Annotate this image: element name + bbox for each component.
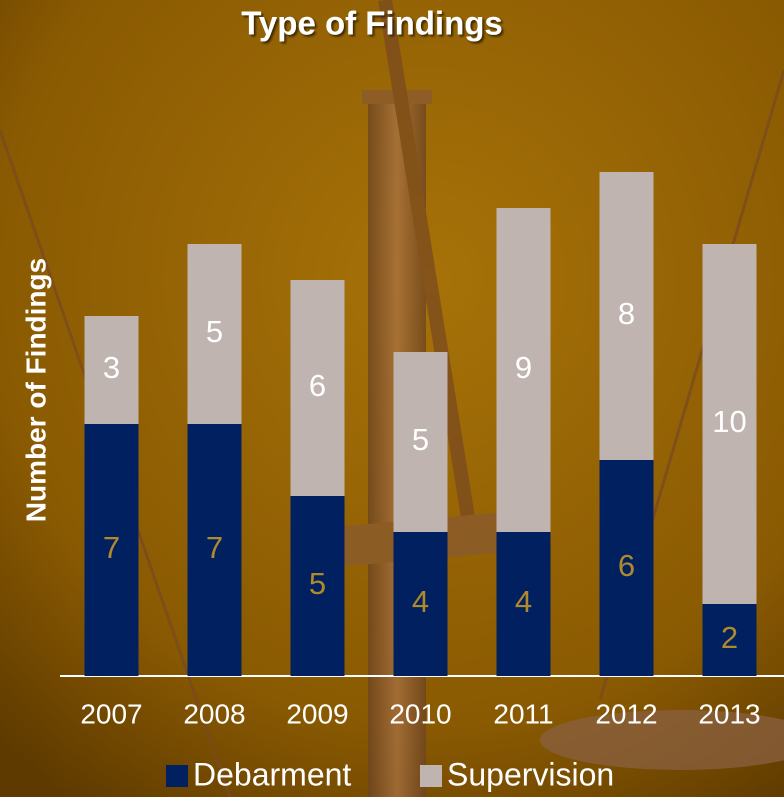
value-label: 2 xyxy=(721,620,738,655)
bar-segment xyxy=(290,280,345,496)
value-label: 8 xyxy=(618,296,635,331)
bar-segment xyxy=(290,496,345,676)
x-tick-label: 2010 xyxy=(389,698,451,729)
bar-segment xyxy=(393,352,448,532)
legend-label: Debarment xyxy=(193,756,351,792)
value-label: 5 xyxy=(206,314,223,349)
x-tick-label: 2011 xyxy=(493,698,553,729)
x-tick-label: 2013 xyxy=(698,698,760,729)
bar-segment xyxy=(84,316,139,424)
chart-title: Type of Findings xyxy=(241,5,503,42)
legend-label: Supervision xyxy=(447,756,614,792)
value-label: 5 xyxy=(309,566,326,601)
bar-segment xyxy=(702,244,757,604)
x-tick-label: 2007 xyxy=(80,698,142,729)
value-label: 5 xyxy=(412,422,429,457)
x-tick-label: 2009 xyxy=(286,698,348,729)
value-label: 4 xyxy=(515,584,532,619)
value-label: 7 xyxy=(206,530,223,565)
bar-segment xyxy=(702,604,757,676)
value-label: 6 xyxy=(309,368,326,403)
x-tick-label: 2008 xyxy=(183,698,245,729)
bar-segment xyxy=(84,424,139,676)
value-label: 10 xyxy=(712,404,746,439)
bar-segment xyxy=(496,532,551,676)
value-label: 3 xyxy=(103,350,120,385)
bar-segment xyxy=(187,424,242,676)
legend-swatch xyxy=(166,765,188,787)
y-axis-label: Number of Findings xyxy=(20,258,51,522)
bar-segment xyxy=(599,172,654,460)
value-label: 4 xyxy=(412,584,429,619)
bar-segment xyxy=(187,244,242,424)
value-label: 6 xyxy=(618,548,635,583)
value-label: 7 xyxy=(103,530,120,565)
bar-segment xyxy=(393,532,448,676)
bar-segment xyxy=(496,208,551,532)
legend-swatch xyxy=(420,765,442,787)
value-label: 9 xyxy=(515,350,532,385)
x-tick-label: 2012 xyxy=(595,698,657,729)
bar-segment xyxy=(599,460,654,676)
